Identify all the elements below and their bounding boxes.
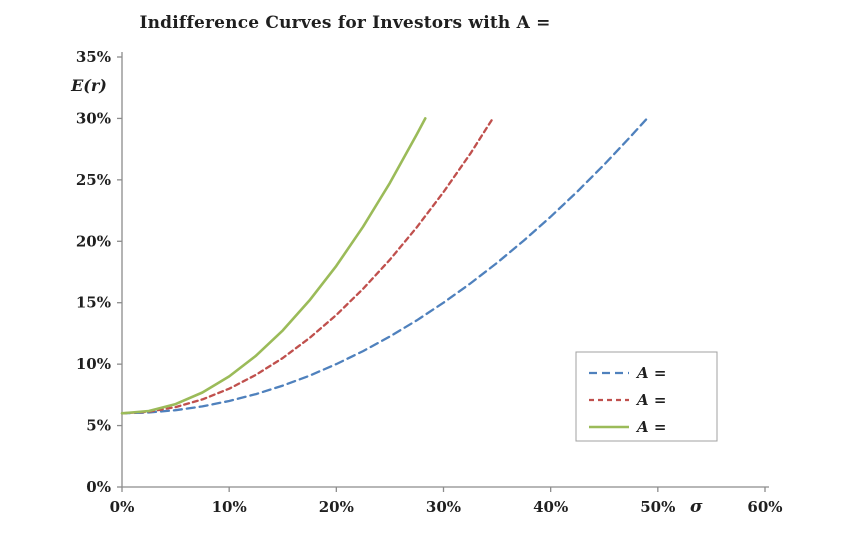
legend-item-blue-dashed: A = xyxy=(589,364,666,382)
x-axis-tick-label: 50% xyxy=(640,498,675,516)
y-axis-tick-label: 15% xyxy=(76,294,111,312)
y-axis-tick-label: 35% xyxy=(76,48,111,66)
x-axis-tick-label: 40% xyxy=(533,498,568,516)
y-axis-label: E(r) xyxy=(71,76,107,95)
curve-red-dashed xyxy=(120,117,494,415)
legend-item-green-solid: A = xyxy=(589,418,666,436)
legend-item-label: A = xyxy=(635,391,666,409)
x-axis-tick-label: 60% xyxy=(747,498,782,516)
y-axis-tick-label: 5% xyxy=(86,417,111,435)
chart-title: Indifference Curves for Investors with A… xyxy=(139,13,551,33)
x-axis-tick-label: 0% xyxy=(110,498,135,516)
legend-item-label: A = xyxy=(635,364,666,382)
y-axis-tick-label: 10% xyxy=(76,355,111,373)
x-axis-label: σ xyxy=(690,497,703,517)
legend-item-red-dashed: A = xyxy=(589,391,666,409)
legend: A = A = A = xyxy=(575,351,718,442)
curve-green-solid xyxy=(120,117,427,415)
x-axis-tick-label: 30% xyxy=(426,498,461,516)
x-axis-tick-label: 20% xyxy=(319,498,354,516)
y-axis-tick-label: 0% xyxy=(86,478,111,496)
y-axis-tick-label: 30% xyxy=(76,109,111,127)
legend-item-label: A = xyxy=(635,418,666,436)
y-axis-tick-label: 20% xyxy=(76,232,111,250)
x-axis-tick-label: 10% xyxy=(212,498,247,516)
y-axis-tick-label: 25% xyxy=(76,171,111,189)
curve-blue-dashed xyxy=(120,117,649,415)
